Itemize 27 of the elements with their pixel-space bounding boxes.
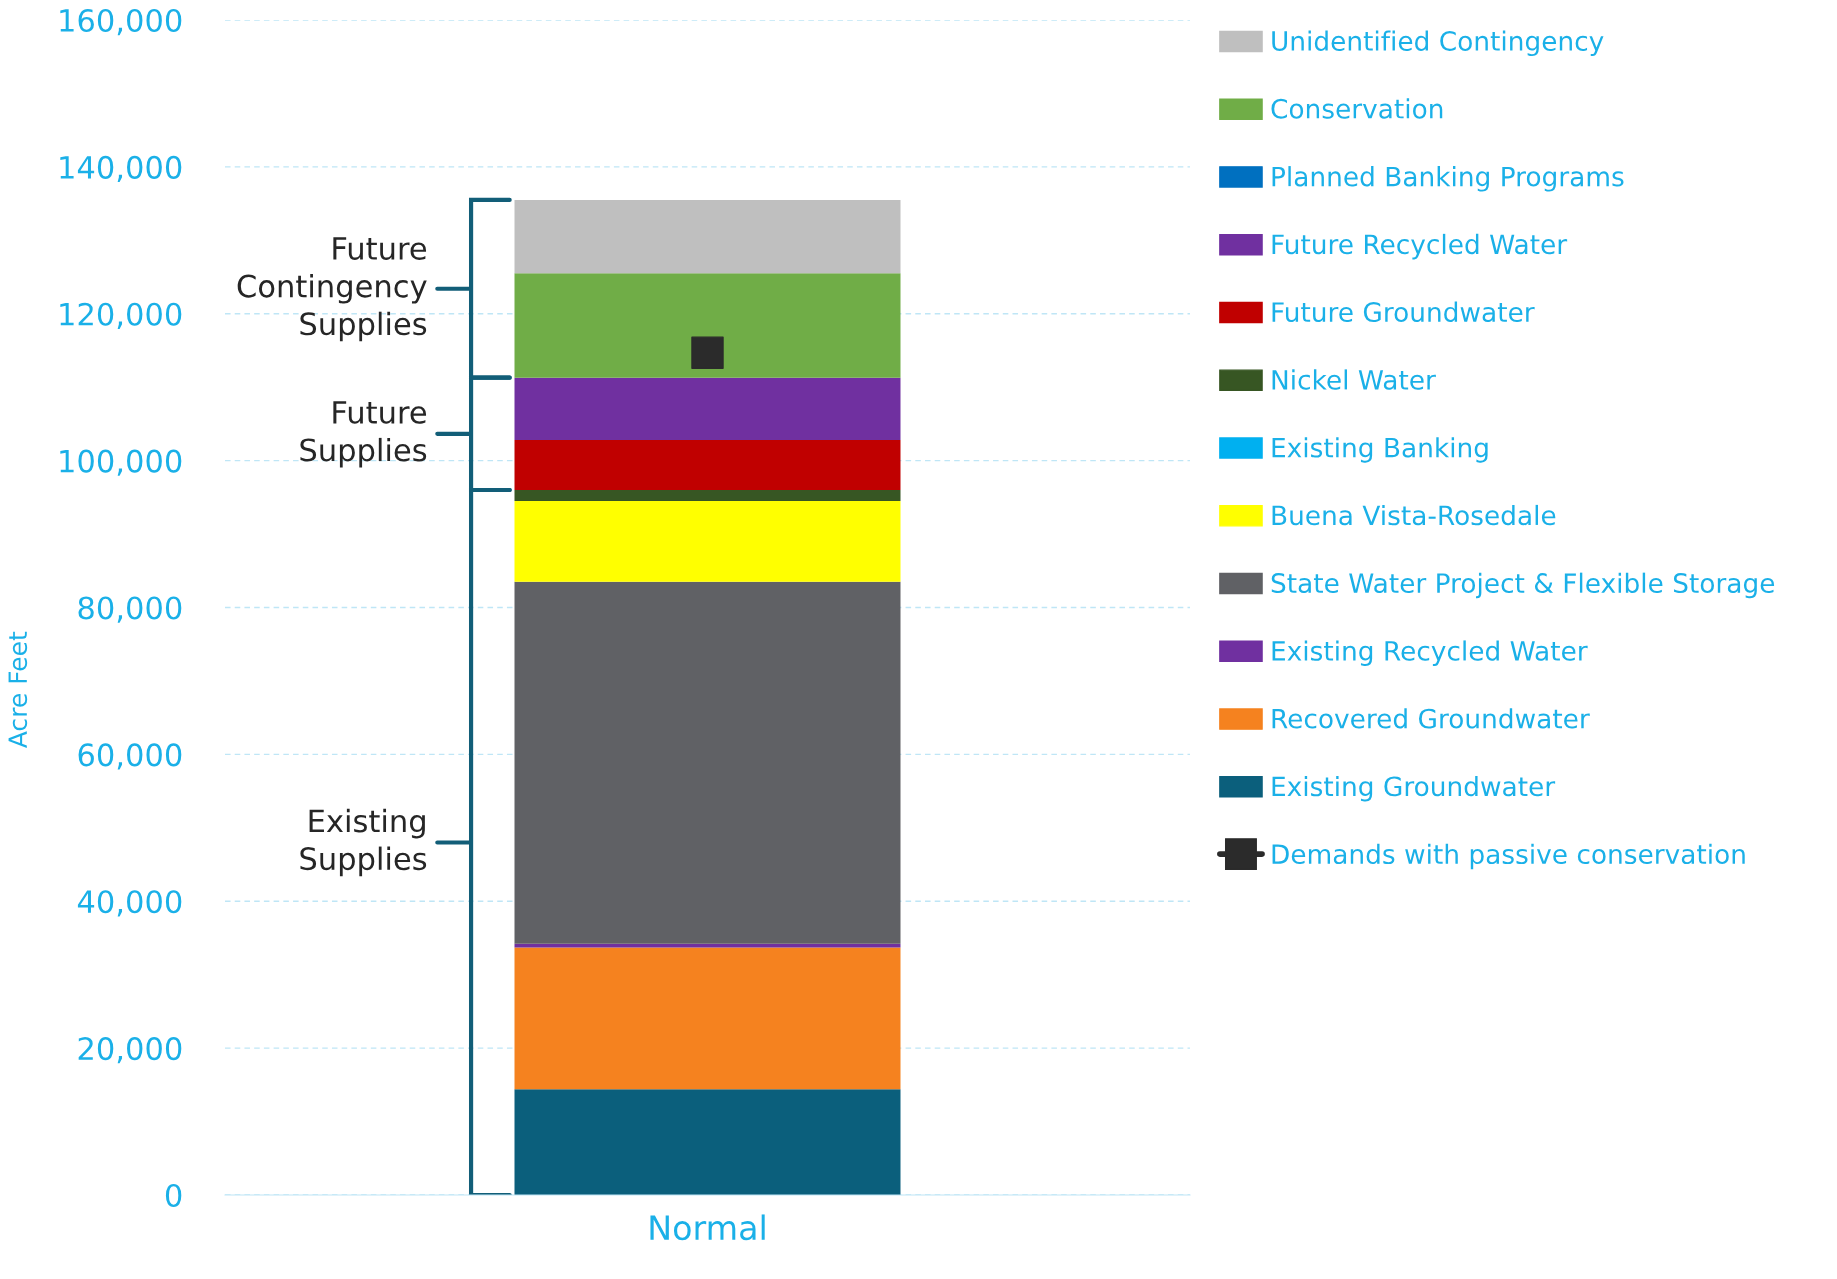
legend-label: Demands with passive conservation: [1272, 843, 1745, 870]
x-tick-label: Normal: [650, 1214, 765, 1241]
legend-label: Future Groundwater: [1272, 301, 1535, 323]
y-tick-label: 80,000: [78, 596, 182, 623]
legend-label: Existing Groundwater: [1272, 775, 1556, 802]
legend-label: Future Recycled Water: [1272, 233, 1568, 260]
y-tick-label: 20,000: [78, 1037, 182, 1064]
annotation: Future Supplies: [300, 401, 427, 468]
y-tick-label: 60,000: [78, 743, 182, 770]
legend-label: Unidentified Contingency: [1272, 30, 1604, 57]
legend-label: Existing Banking: [1272, 437, 1488, 463]
legend-label: Buena Vista-Rosedale: [1272, 504, 1556, 526]
legend-label: Existing Recycled Water: [1272, 640, 1588, 666]
legend-label: Nickel Water: [1272, 369, 1436, 390]
y-tick-label: 140,000: [60, 155, 182, 183]
y-tick-label: 120,000: [60, 302, 182, 329]
y-tick-label: 160,000: [60, 8, 182, 36]
y-tick-label: 40,000: [77, 890, 182, 917]
annotation: Future Contingency Supplies: [237, 237, 427, 342]
y-axis-title: Acre Feet: [8, 631, 28, 749]
legend-label: Recovered Groundwater: [1272, 708, 1590, 729]
legend-label: Conservation: [1271, 98, 1443, 119]
annotation: Existing Supplies: [300, 808, 427, 877]
legend-label: State Water Project & Flexible Storage: [1271, 572, 1775, 599]
y-tick-label: 0: [165, 1183, 182, 1208]
legend-label: Planned Banking Programs: [1272, 166, 1624, 192]
y-tick-label: 100,000: [60, 449, 182, 476]
